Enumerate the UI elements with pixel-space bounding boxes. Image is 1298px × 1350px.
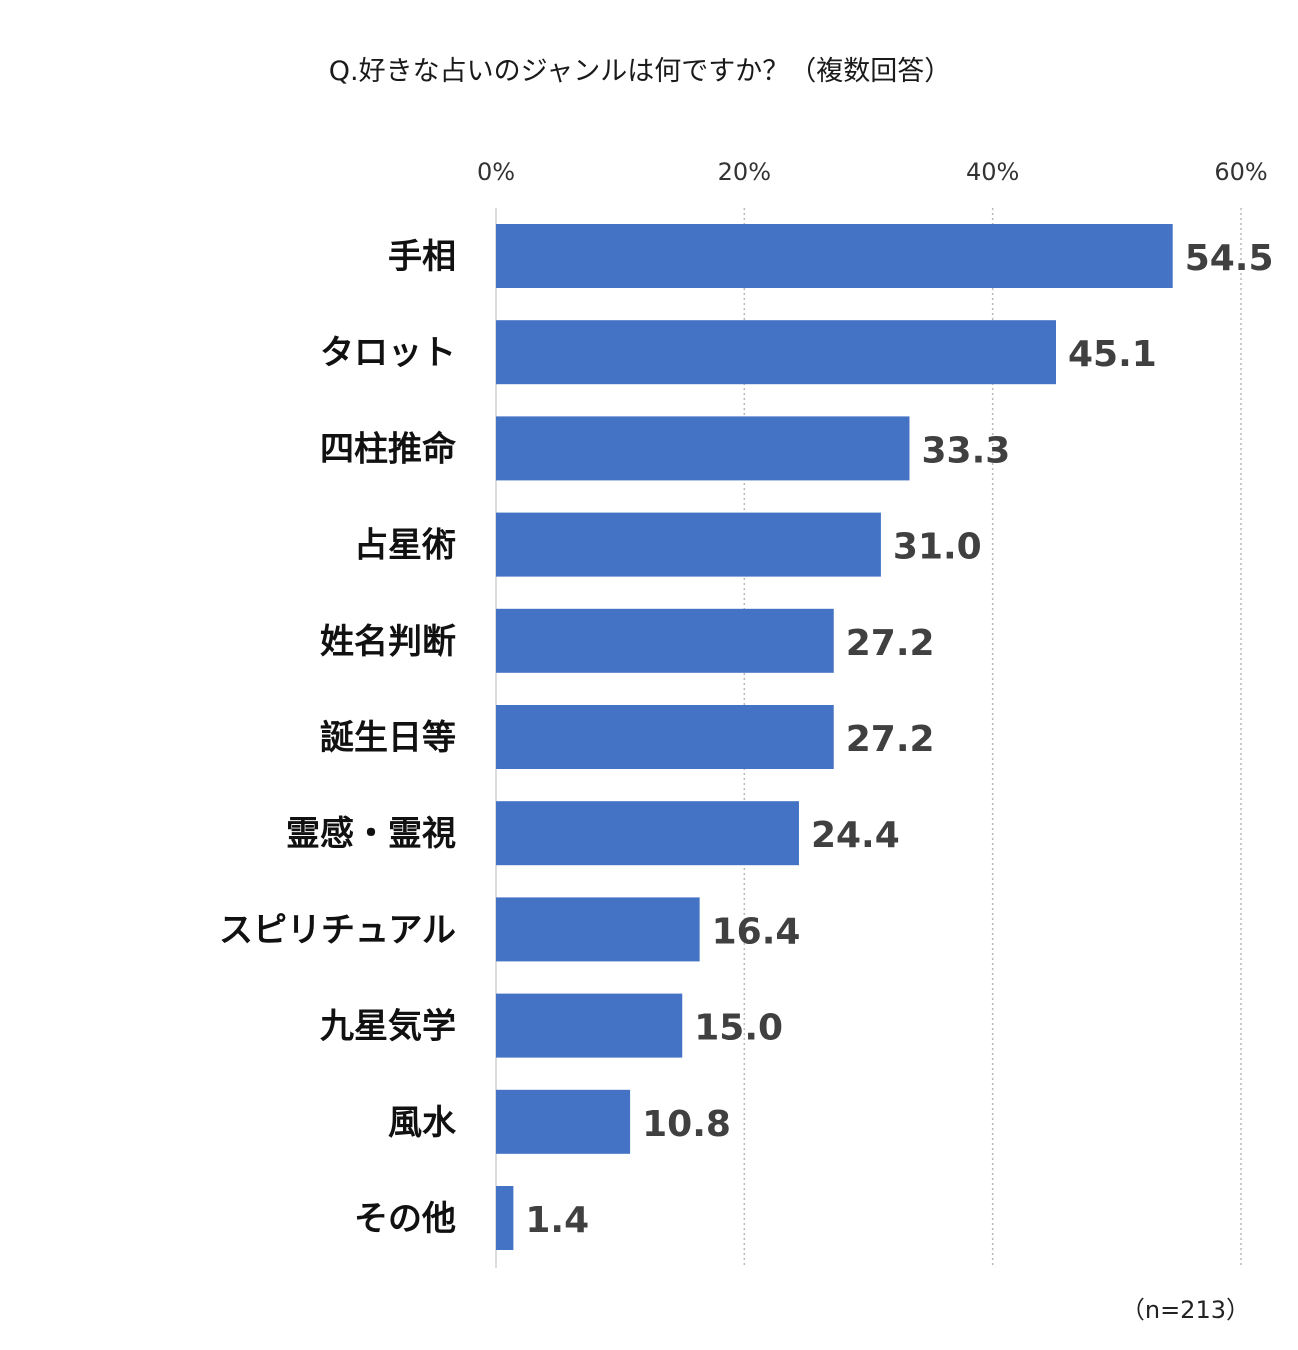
value-label: 10.8	[642, 1104, 731, 1145]
value-label: 24.4	[811, 815, 900, 856]
bar	[496, 416, 910, 481]
category-label: 九星気学	[320, 1007, 456, 1047]
value-label: 1.4	[525, 1200, 589, 1241]
x-tick-label: 60%	[1214, 158, 1267, 186]
x-axis-ticks: 0% 20% 40% 60%	[477, 158, 1268, 186]
bar	[496, 1089, 631, 1154]
bar	[496, 512, 881, 577]
bar	[496, 705, 834, 769]
value-label: 27.2	[846, 623, 935, 664]
category-labels: 手相タロット四柱推命占星術姓名判断誕生日等霊感・霊視スピリチュアル九星気学風水そ…	[219, 237, 457, 1239]
bar	[496, 608, 834, 673]
value-labels: 54.5 45.1 33.3 31.0 27.2 27.2 24.4 16.4 15.0 10.8…	[525, 238, 1273, 1241]
bar	[496, 897, 700, 962]
x-tick-label: 0%	[477, 158, 515, 186]
category-label: 風水	[388, 1103, 457, 1143]
value-label: 27.2	[846, 719, 935, 760]
value-label: 45.1	[1068, 334, 1157, 375]
category-label: 姓名判断	[320, 622, 456, 662]
x-tick-label: 20%	[718, 158, 771, 186]
bars	[496, 224, 1173, 1250]
bar	[496, 1186, 514, 1250]
value-label: 15.0	[694, 1008, 783, 1049]
bar	[496, 993, 683, 1058]
category-label: スピリチュアル	[219, 910, 456, 950]
bar	[496, 320, 1056, 385]
value-label: 54.5	[1185, 238, 1274, 279]
category-label: 手相	[388, 237, 456, 277]
category-label: 四柱推命	[320, 429, 456, 469]
category-label: その他	[354, 1199, 456, 1239]
bar	[496, 224, 1173, 288]
chart-title: Q.好きな占いのジャンルは何ですか？（複数回答）	[329, 56, 951, 87]
category-label: 霊感・霊視	[286, 814, 456, 854]
value-label: 33.3	[921, 430, 1010, 471]
category-label: 占星術	[354, 526, 456, 566]
x-tick-label: 40%	[966, 158, 1019, 186]
sample-size-note: （n=213）	[1121, 1296, 1250, 1324]
value-label: 31.0	[893, 527, 982, 568]
bar	[496, 801, 799, 866]
value-label: 16.4	[712, 911, 801, 952]
category-label: 誕生日等	[320, 718, 456, 758]
category-label: タロット	[320, 333, 456, 373]
